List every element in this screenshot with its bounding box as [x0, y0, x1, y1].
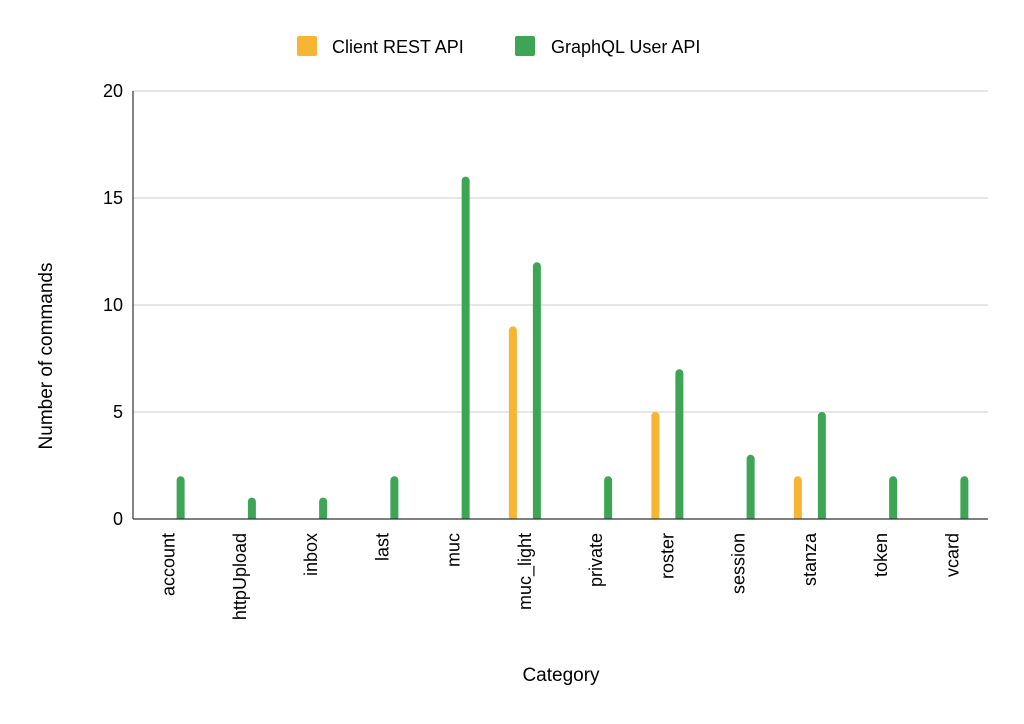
x-tick-label: muc_light [515, 533, 536, 610]
bar-graphql-user-api-httpupload [247, 497, 256, 519]
bar-graphql-user-api-private [604, 476, 613, 519]
x-tick-label: session [729, 533, 749, 594]
x-tick-label: stanza [800, 532, 820, 586]
x-tick-label: vcard [942, 533, 962, 577]
x-tick-label: muc [444, 533, 464, 567]
y-tick-label: 15 [103, 188, 123, 208]
bar-client-rest-api-roster [651, 412, 660, 519]
y-tick-label: 20 [103, 81, 123, 101]
x-tick-label: inbox [301, 533, 321, 576]
x-tick-label: last [372, 533, 392, 561]
bar-graphql-user-api-muc-light [532, 262, 541, 519]
x-axis-title: Category [522, 665, 600, 686]
y-tick-label: 0 [113, 509, 123, 529]
x-tick-label: private [586, 533, 606, 587]
bar-graphql-user-api-roster [675, 369, 684, 519]
gridlines [133, 90, 988, 413]
bar-graphql-user-api-token [889, 476, 898, 519]
bar-graphql-user-api-stanza [817, 412, 826, 519]
x-tick-label: roster [657, 533, 677, 579]
legend-swatch [297, 36, 317, 56]
x-tick-label: httpUpload [230, 533, 250, 620]
bar-graphql-user-api-session [746, 454, 755, 519]
bar-graphql-user-api-muc [461, 176, 470, 519]
bar-graphql-user-api-account [176, 476, 185, 519]
x-tick-label: token [871, 533, 891, 577]
x-tick-label: account [159, 533, 179, 596]
bar-graphql-user-api-inbox [319, 497, 328, 519]
y-tick-labels: 0 5 10 15 20 [103, 81, 123, 529]
x-tick-labels: account httpUpload inbox last muc muc_light pr… [159, 532, 963, 620]
y-axis-title: Number of commands [36, 263, 57, 450]
legend-label: GraphQL User API [551, 37, 700, 57]
bars [176, 176, 969, 519]
y-tick-label: 10 [103, 295, 123, 315]
legend-label: Client REST API [332, 37, 464, 57]
bar-graphql-user-api-last [390, 476, 399, 519]
legend-swatch [515, 36, 535, 56]
bar-graphql-user-api-vcard [960, 476, 969, 519]
y-tick-label: 5 [113, 402, 123, 422]
bar-client-rest-api-muc-light [508, 326, 517, 519]
legend: Client REST API GraphQL User API [297, 36, 700, 57]
bar-client-rest-api-stanza [793, 476, 802, 519]
